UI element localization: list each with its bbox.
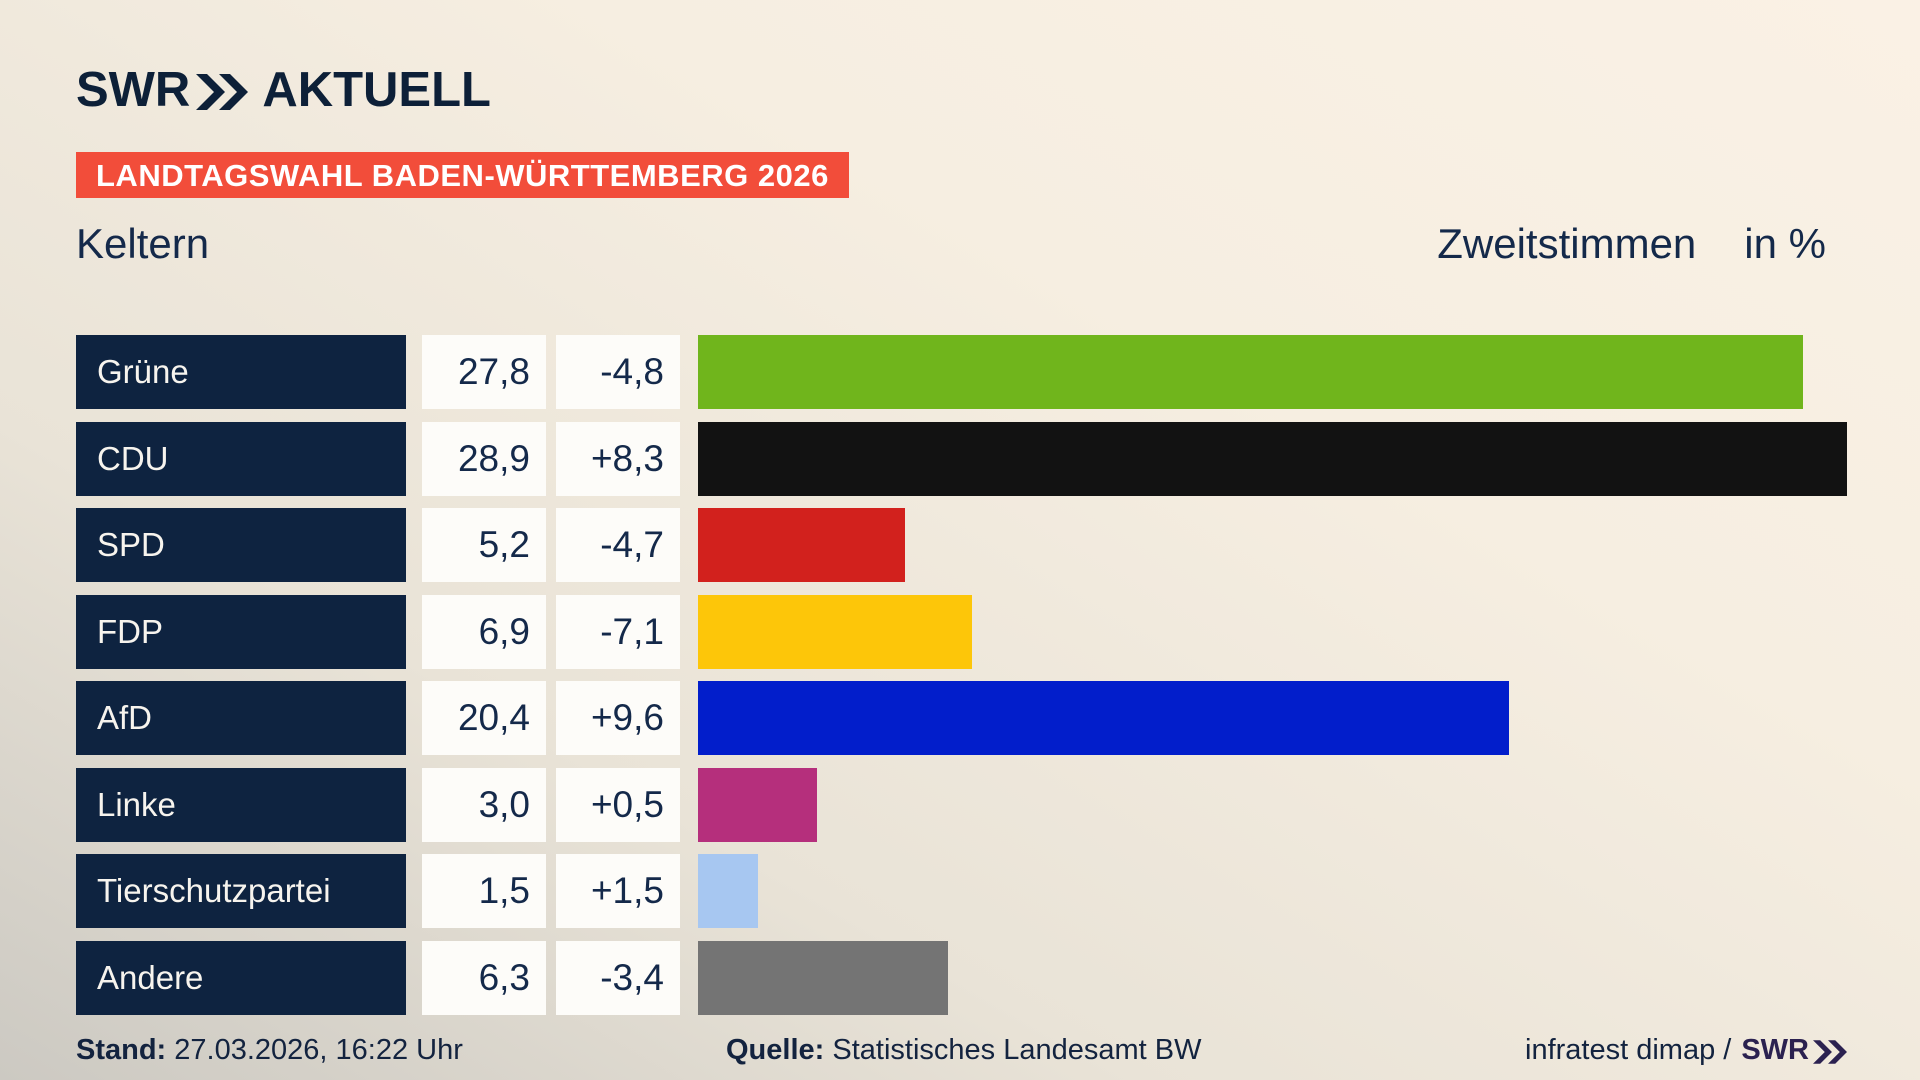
party-change-value: -4,8 — [556, 335, 680, 409]
party-percent-value: 1,5 — [422, 854, 546, 928]
party-name: SPD — [76, 508, 406, 582]
party-change-value: +1,5 — [556, 854, 680, 928]
party-row: FDP 6,9 -7,1 — [76, 594, 1847, 669]
party-name: CDU — [76, 421, 406, 496]
stand-value: 27.03.2026, 16:22 Uhr — [174, 1034, 463, 1066]
result-bar — [698, 767, 818, 842]
quelle-label: Quelle: — [726, 1034, 825, 1066]
party-percent-value: 28,9 — [422, 421, 546, 496]
party-row: Andere 6,3 -3,4 — [76, 940, 1847, 1015]
party-name: Andere — [76, 940, 406, 1015]
results-bar-chart: Grüne 27,8 -4,8 CDU 28,9 +8,3 SPD 5,2 -4… — [76, 335, 1847, 1015]
bar-track — [698, 421, 1847, 496]
result-bar — [698, 508, 905, 582]
party-percent-value: 27,8 — [422, 335, 546, 409]
credit-text: infratest dimap / — [1525, 1034, 1732, 1066]
title-row: Keltern Zweitstimmen in % — [76, 220, 1847, 268]
party-change-value: +9,6 — [556, 681, 680, 755]
party-change-value: -7,1 — [556, 594, 680, 669]
double-chevron-icon — [1813, 1039, 1847, 1064]
swr-footer-logo: SWR — [1741, 1031, 1847, 1069]
bar-track — [698, 767, 1847, 842]
party-percent-value: 6,3 — [422, 940, 546, 1015]
result-bar — [698, 940, 949, 1015]
party-percent-value: 20,4 — [422, 681, 546, 755]
credit: infratest dimap / SWR — [1525, 1031, 1847, 1069]
bar-track — [698, 854, 1847, 928]
aktuell-logo-text: AKTUELL — [262, 63, 491, 117]
footer: Stand: 27.03.2026, 16:22 Uhr Quelle: Sta… — [76, 1031, 1847, 1071]
stand-label: Stand: — [76, 1034, 167, 1066]
party-row: CDU 28,9 +8,3 — [76, 421, 1847, 496]
swr-aktuell-logo: SWR AKTUELL — [76, 62, 491, 118]
municipality-title: Keltern — [76, 220, 210, 267]
vote-type-title: Zweitstimmen in % — [1437, 220, 1847, 268]
source: Quelle: Statistisches Landesamt BW — [726, 1031, 1201, 1069]
party-change-value: -3,4 — [556, 940, 680, 1015]
bar-track — [698, 594, 1847, 669]
party-row: Grüne 27,8 -4,8 — [76, 335, 1847, 409]
party-name: Linke — [76, 767, 406, 842]
double-chevron-icon — [196, 73, 249, 110]
party-name: FDP — [76, 594, 406, 669]
party-percent-value: 3,0 — [422, 767, 546, 842]
result-bar — [698, 594, 973, 669]
bar-track — [698, 335, 1847, 409]
result-bar — [698, 681, 1510, 755]
result-bar — [698, 335, 1804, 409]
party-change-value: +8,3 — [556, 421, 680, 496]
quelle-value: Statistisches Landesamt BW — [832, 1034, 1202, 1066]
bar-track — [698, 940, 1847, 1015]
party-name: Grüne — [76, 335, 406, 409]
party-row: Linke 3,0 +0,5 — [76, 767, 1847, 842]
party-row: Tierschutzpartei 1,5 +1,5 — [76, 854, 1847, 928]
party-row: SPD 5,2 -4,7 — [76, 508, 1847, 582]
swr-logo-text: SWR — [76, 63, 191, 117]
election-banner: LANDTAGSWAHL BADEN-WÜRTTEMBERG 2026 — [76, 152, 849, 198]
bar-track — [698, 681, 1847, 755]
party-percent-value: 5,2 — [422, 508, 546, 582]
party-name: AfD — [76, 681, 406, 755]
party-name: Tierschutzpartei — [76, 854, 406, 928]
result-bar — [698, 854, 758, 928]
party-percent-value: 6,9 — [422, 594, 546, 669]
party-change-value: -4,7 — [556, 508, 680, 582]
bar-track — [698, 508, 1847, 582]
timestamp: Stand: 27.03.2026, 16:22 Uhr — [76, 1031, 463, 1069]
vote-type-label: Zweitstimmen — [1437, 220, 1697, 267]
result-bar — [698, 421, 1847, 496]
unit-label: in % — [1744, 220, 1826, 267]
party-row: AfD 20,4 +9,6 — [76, 681, 1847, 755]
party-change-value: +0,5 — [556, 767, 680, 842]
